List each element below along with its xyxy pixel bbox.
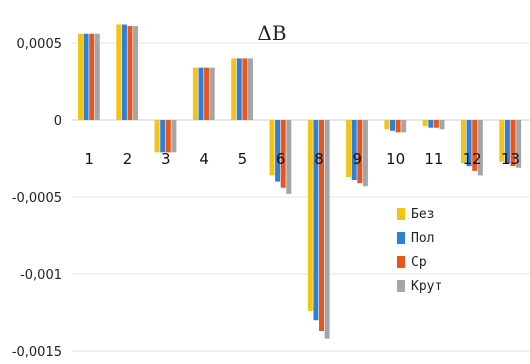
bar xyxy=(313,120,319,321)
bar xyxy=(428,120,434,128)
bar xyxy=(401,120,407,133)
chart-title: ΔB xyxy=(257,21,286,45)
bar xyxy=(433,120,439,128)
x-category-label: 1 xyxy=(84,150,94,168)
y-tick-label: -0,0005 xyxy=(12,191,62,206)
bar xyxy=(89,33,95,121)
bar xyxy=(94,33,100,121)
bar xyxy=(116,24,122,120)
bar xyxy=(248,58,253,120)
x-category-label: 11 xyxy=(424,150,443,168)
bar xyxy=(319,120,324,331)
bar xyxy=(422,120,428,127)
bar xyxy=(280,120,286,188)
legend-swatch xyxy=(397,280,405,292)
y-axis-tick-labels: 0,0005 0 -0,0005 -0,001 -0,0015 xyxy=(12,37,62,360)
bar xyxy=(390,120,395,131)
bar xyxy=(395,120,401,133)
x-category-label: 8 xyxy=(314,150,324,168)
bar xyxy=(83,33,89,121)
legend-swatch xyxy=(397,208,405,220)
legend-label: Ср xyxy=(411,255,427,270)
x-category-label: 9 xyxy=(353,150,363,168)
bar xyxy=(499,120,505,162)
bar xyxy=(466,120,472,167)
bar xyxy=(171,120,177,153)
bar xyxy=(275,120,281,182)
legend-swatch xyxy=(397,232,405,244)
bar xyxy=(242,58,248,120)
x-category-label: 10 xyxy=(386,150,405,168)
bar xyxy=(516,120,522,168)
x-category-label: 6 xyxy=(276,150,286,168)
y-tick-label: -0,001 xyxy=(20,268,62,283)
bar xyxy=(198,67,204,120)
legend: Без Пол Ср Крут xyxy=(397,207,442,294)
bar xyxy=(160,120,166,153)
legend-label: Крут xyxy=(411,279,442,294)
x-axis-category-labels: 1 2 3 4 5 6 8 9 10 11 12 13 xyxy=(84,150,520,168)
y-tick-label: -0,0015 xyxy=(12,345,62,360)
y-tick-label: 0 xyxy=(54,114,62,129)
bar xyxy=(439,120,445,130)
bar xyxy=(504,120,510,164)
bar xyxy=(362,120,368,187)
bar xyxy=(269,120,275,176)
bar xyxy=(384,120,390,130)
bar xyxy=(351,120,357,181)
x-category-label: 3 xyxy=(161,150,171,168)
bar xyxy=(121,24,127,120)
bar xyxy=(236,58,242,120)
y-tick-label: 0,0005 xyxy=(17,37,63,52)
bar xyxy=(307,120,313,311)
legend-swatch xyxy=(397,256,405,268)
gridlines xyxy=(72,42,530,352)
bars xyxy=(78,24,522,339)
legend-label: Пол xyxy=(411,231,434,246)
bar xyxy=(472,120,478,171)
bar xyxy=(133,26,139,121)
bar xyxy=(477,120,483,176)
bar xyxy=(346,120,352,177)
bar xyxy=(204,67,210,120)
bar xyxy=(461,120,466,164)
bar xyxy=(286,120,292,194)
bar xyxy=(510,120,516,167)
bar xyxy=(231,58,237,120)
bar xyxy=(324,120,330,339)
bar xyxy=(154,120,160,153)
legend-label: Без xyxy=(411,207,434,222)
bar xyxy=(78,33,83,121)
bar xyxy=(165,120,171,153)
x-category-label: 12 xyxy=(463,150,482,168)
x-category-label: 5 xyxy=(238,150,248,168)
bar xyxy=(192,67,198,120)
x-category-label: 4 xyxy=(199,150,209,168)
x-category-label: 13 xyxy=(501,150,520,168)
bar xyxy=(209,67,215,120)
bar xyxy=(127,26,133,121)
bar xyxy=(357,120,363,184)
x-category-label: 2 xyxy=(123,150,133,168)
